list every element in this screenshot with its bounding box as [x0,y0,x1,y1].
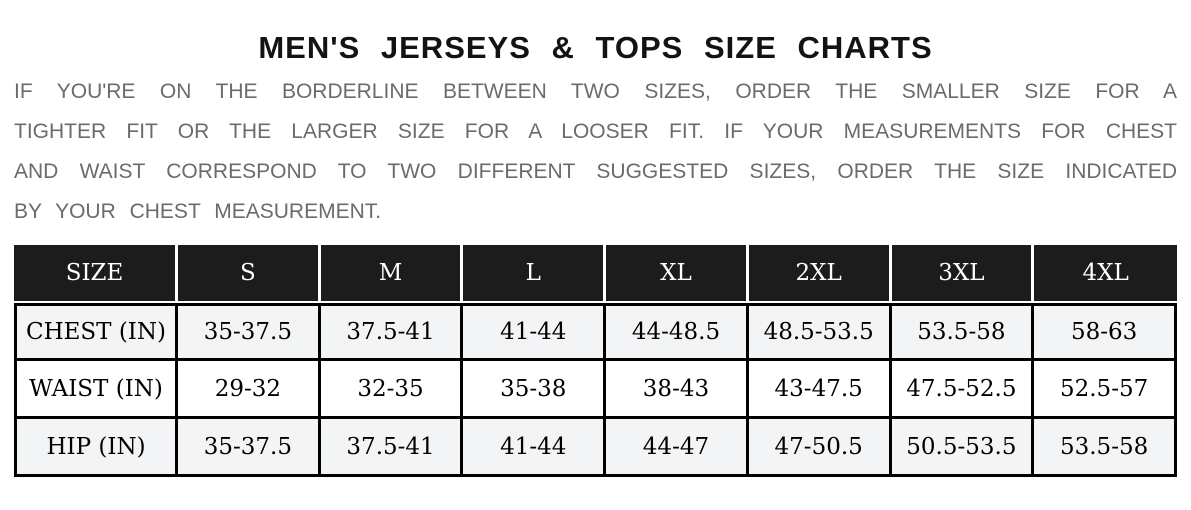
cell-chest-s: 35-37.5 [178,303,321,361]
header-cell-m: M [320,245,464,303]
table-row-chest: CHEST (IN) 35-37.5 37.5-41 41-44 44-48.5… [14,303,1177,361]
intro-line-2: TIGHTER FIT OR THE LARGER SIZE FOR A LOO… [14,120,1177,143]
cell-hip-4xl: 53.5-58 [1034,419,1177,477]
header-cell-xl: XL [606,245,749,303]
table-row-waist: WAIST (IN) 29-32 32-35 35-38 38-43 43-47… [14,361,1177,419]
header-cell-4xl: 4XL [1034,245,1177,303]
cell-chest-m: 37.5-41 [320,303,464,361]
cell-chest-xl: 44-48.5 [606,303,749,361]
cell-waist-m: 32-35 [320,361,464,419]
cell-chest-4xl: 58-63 [1034,303,1177,361]
header-cell-3xl: 3XL [891,245,1035,303]
cell-hip-3xl: 50.5-53.5 [891,419,1035,477]
cell-hip-l: 41-44 [463,419,607,477]
cell-chest-2xl: 48.5-53.5 [748,303,892,361]
cell-waist-2xl: 43-47.5 [748,361,892,419]
header-cell-size: SIZE [14,245,178,303]
intro-line-4: BY YOUR CHEST MEASUREMENT. [14,200,382,223]
cell-waist-s: 29-32 [178,361,321,419]
cell-chest-l: 41-44 [463,303,607,361]
cell-waist-l: 35-38 [463,361,607,419]
page-title: MEN'S JERSEYS & TOPS SIZE CHARTS [258,30,933,65]
row-label-hip: HIP (IN) [14,419,178,477]
header-cell-l: L [463,245,607,303]
table-row-hip: HIP (IN) 35-37.5 37.5-41 41-44 44-47 47-… [14,419,1177,477]
size-chart-table: SIZE S M L XL 2XL 3XL 4XL CHEST (IN) 35-… [14,245,1177,477]
cell-chest-3xl: 53.5-58 [891,303,1035,361]
cell-waist-3xl: 47.5-52.5 [891,361,1035,419]
cell-hip-xl: 44-47 [606,419,749,477]
cell-hip-2xl: 47-50.5 [748,419,892,477]
row-label-waist: WAIST (IN) [14,361,178,419]
header-cell-2xl: 2XL [748,245,892,303]
intro-line-1: IF YOU'RE ON THE BORDERLINE BETWEEN TWO … [14,80,1177,103]
header-cell-s: S [178,245,321,303]
table-header-row: SIZE S M L XL 2XL 3XL 4XL [14,245,1177,303]
cell-hip-m: 37.5-41 [320,419,464,477]
cell-hip-s: 35-37.5 [178,419,321,477]
cell-waist-xl: 38-43 [606,361,749,419]
intro-paragraph: IF YOU'RE ON THE BORDERLINE BETWEEN TWO … [14,72,1177,232]
row-label-chest: CHEST (IN) [14,303,178,361]
cell-waist-4xl: 52.5-57 [1034,361,1177,419]
size-chart-page: MEN'S JERSEYS & TOPS SIZE CHARTS IF YOU'… [14,30,1177,477]
intro-line-3: AND WAIST CORRESPOND TO TWO DIFFERENT SU… [14,160,1177,183]
